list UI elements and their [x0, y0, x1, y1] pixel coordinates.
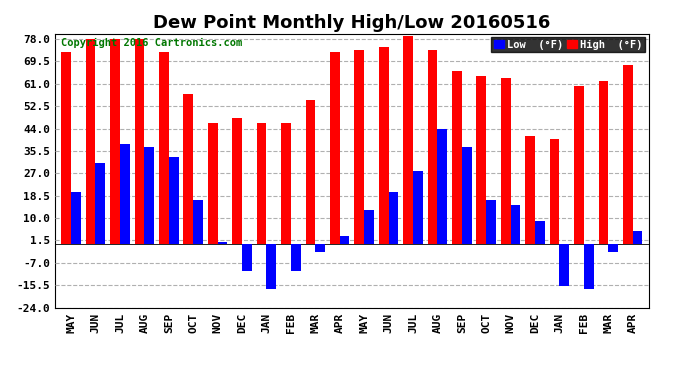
Bar: [428, 50, 437, 244]
Bar: [135, 39, 144, 245]
Bar: [584, 244, 593, 289]
Bar: [315, 244, 325, 252]
Legend: Low  (°F), High  (°F): Low (°F), High (°F): [491, 37, 645, 52]
Bar: [452, 70, 462, 244]
Bar: [169, 158, 179, 244]
Bar: [281, 123, 291, 244]
Bar: [609, 244, 618, 252]
Bar: [339, 236, 349, 244]
Bar: [184, 94, 193, 244]
Bar: [242, 244, 252, 271]
Bar: [403, 36, 413, 245]
Bar: [233, 118, 242, 244]
Bar: [355, 50, 364, 244]
Bar: [550, 139, 560, 244]
Bar: [306, 99, 315, 244]
Bar: [208, 123, 217, 244]
Bar: [560, 244, 569, 286]
Bar: [330, 52, 339, 244]
Bar: [623, 65, 633, 244]
Bar: [511, 205, 520, 245]
Bar: [462, 147, 471, 244]
Bar: [379, 47, 388, 244]
Bar: [86, 39, 95, 245]
Bar: [525, 136, 535, 244]
Bar: [388, 192, 398, 244]
Bar: [61, 52, 71, 244]
Bar: [120, 144, 130, 244]
Bar: [110, 39, 120, 245]
Bar: [486, 200, 496, 244]
Bar: [159, 52, 169, 244]
Bar: [633, 231, 642, 244]
Bar: [144, 147, 154, 244]
Bar: [193, 200, 203, 244]
Bar: [574, 86, 584, 245]
Title: Dew Point Monthly High/Low 20160516: Dew Point Monthly High/Low 20160516: [153, 14, 551, 32]
Bar: [598, 81, 609, 245]
Bar: [413, 171, 423, 244]
Bar: [291, 244, 301, 271]
Bar: [501, 78, 511, 245]
Bar: [535, 220, 545, 245]
Bar: [257, 123, 266, 244]
Bar: [476, 76, 486, 244]
Bar: [95, 163, 106, 244]
Bar: [364, 210, 374, 244]
Bar: [71, 192, 81, 244]
Bar: [437, 129, 447, 244]
Bar: [266, 244, 276, 289]
Bar: [217, 242, 228, 244]
Text: Copyright 2016 Cartronics.com: Copyright 2016 Cartronics.com: [61, 38, 242, 48]
